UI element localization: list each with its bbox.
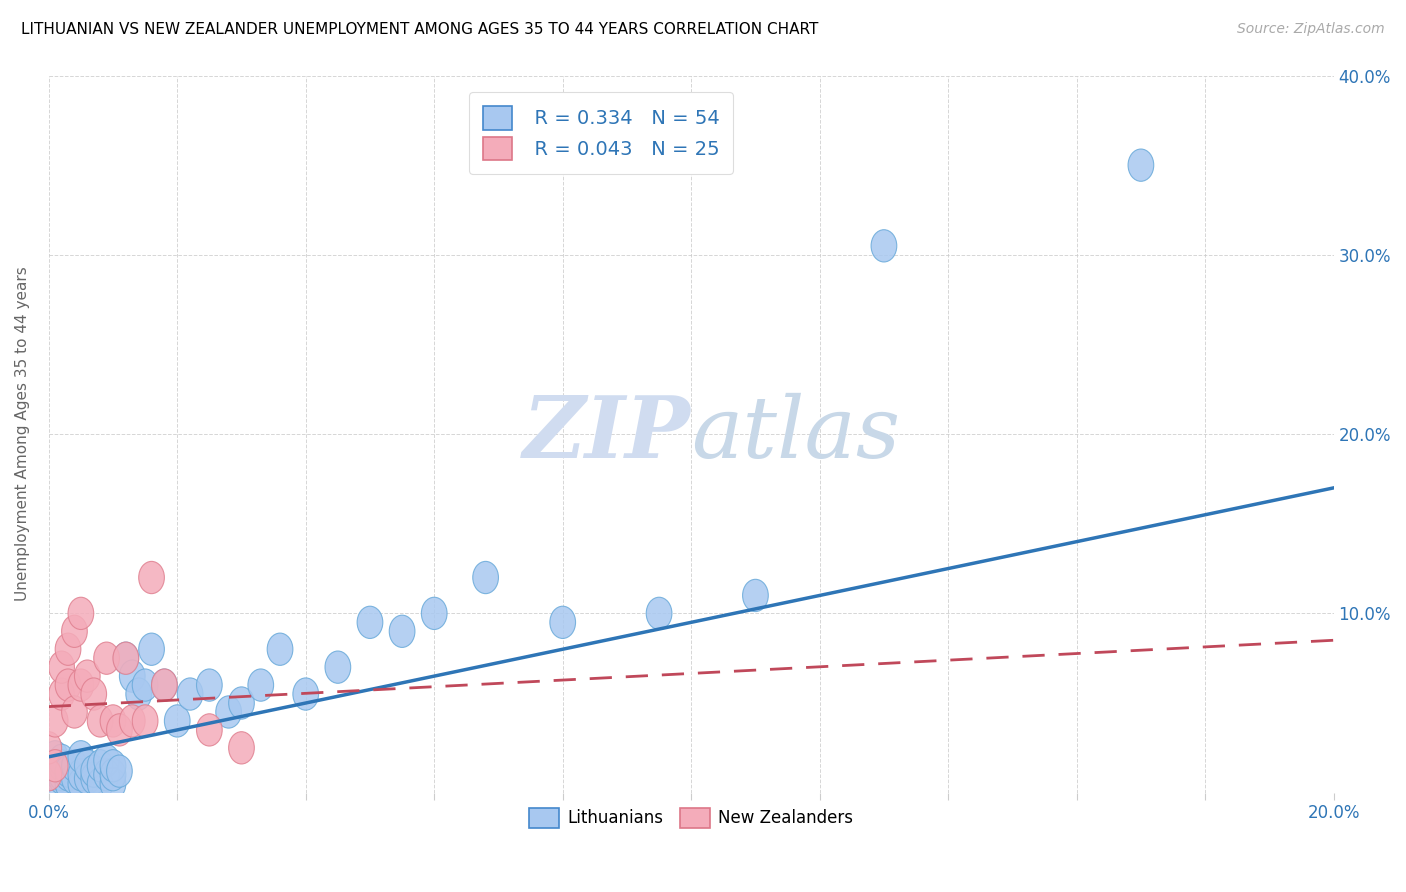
Ellipse shape (87, 705, 112, 737)
Ellipse shape (94, 758, 120, 791)
Ellipse shape (87, 767, 112, 800)
Ellipse shape (67, 740, 94, 773)
Ellipse shape (550, 607, 575, 639)
Ellipse shape (152, 669, 177, 701)
Ellipse shape (87, 749, 112, 782)
Ellipse shape (107, 714, 132, 746)
Ellipse shape (49, 678, 75, 710)
Ellipse shape (75, 762, 100, 795)
Legend: Lithuanians, New Zealanders: Lithuanians, New Zealanders (523, 801, 860, 835)
Ellipse shape (67, 669, 94, 701)
Ellipse shape (215, 696, 242, 728)
Ellipse shape (49, 762, 75, 795)
Ellipse shape (94, 642, 120, 674)
Ellipse shape (75, 749, 100, 782)
Text: Source: ZipAtlas.com: Source: ZipAtlas.com (1237, 22, 1385, 37)
Ellipse shape (139, 633, 165, 665)
Ellipse shape (247, 669, 274, 701)
Ellipse shape (49, 758, 75, 791)
Ellipse shape (67, 758, 94, 791)
Ellipse shape (49, 651, 75, 683)
Ellipse shape (55, 633, 82, 665)
Ellipse shape (42, 755, 67, 788)
Ellipse shape (55, 755, 82, 788)
Ellipse shape (42, 749, 67, 782)
Ellipse shape (292, 678, 319, 710)
Ellipse shape (127, 678, 152, 710)
Ellipse shape (139, 561, 165, 594)
Ellipse shape (55, 767, 82, 800)
Text: LITHUANIAN VS NEW ZEALANDER UNEMPLOYMENT AMONG AGES 35 TO 44 YEARS CORRELATION C: LITHUANIAN VS NEW ZEALANDER UNEMPLOYMENT… (21, 22, 818, 37)
Ellipse shape (647, 598, 672, 630)
Ellipse shape (42, 705, 67, 737)
Ellipse shape (132, 705, 157, 737)
Ellipse shape (62, 749, 87, 782)
Ellipse shape (472, 561, 499, 594)
Ellipse shape (229, 731, 254, 764)
Ellipse shape (37, 758, 62, 791)
Ellipse shape (37, 749, 62, 782)
Ellipse shape (357, 607, 382, 639)
Ellipse shape (42, 767, 67, 800)
Ellipse shape (100, 705, 127, 737)
Ellipse shape (112, 642, 139, 674)
Ellipse shape (197, 714, 222, 746)
Ellipse shape (82, 762, 107, 795)
Ellipse shape (37, 758, 62, 791)
Ellipse shape (62, 762, 87, 795)
Ellipse shape (267, 633, 292, 665)
Ellipse shape (112, 642, 139, 674)
Ellipse shape (37, 731, 62, 764)
Ellipse shape (67, 598, 94, 630)
Ellipse shape (62, 615, 87, 648)
Ellipse shape (872, 230, 897, 262)
Ellipse shape (132, 669, 157, 701)
Y-axis label: Unemployment Among Ages 35 to 44 years: Unemployment Among Ages 35 to 44 years (15, 267, 30, 601)
Ellipse shape (229, 687, 254, 719)
Ellipse shape (177, 678, 202, 710)
Ellipse shape (49, 749, 75, 782)
Ellipse shape (100, 767, 127, 800)
Ellipse shape (82, 755, 107, 788)
Ellipse shape (422, 598, 447, 630)
Ellipse shape (94, 744, 120, 777)
Ellipse shape (49, 744, 75, 777)
Ellipse shape (1128, 149, 1154, 181)
Ellipse shape (100, 758, 127, 791)
Ellipse shape (325, 651, 350, 683)
Ellipse shape (42, 758, 67, 791)
Ellipse shape (197, 669, 222, 701)
Ellipse shape (389, 615, 415, 648)
Ellipse shape (55, 669, 82, 701)
Text: atlas: atlas (692, 392, 900, 475)
Ellipse shape (165, 705, 190, 737)
Ellipse shape (120, 705, 145, 737)
Ellipse shape (107, 755, 132, 788)
Ellipse shape (55, 758, 82, 791)
Ellipse shape (42, 740, 67, 773)
Ellipse shape (152, 669, 177, 701)
Ellipse shape (75, 660, 100, 692)
Ellipse shape (62, 696, 87, 728)
Ellipse shape (82, 678, 107, 710)
Ellipse shape (120, 660, 145, 692)
Text: ZIP: ZIP (523, 392, 692, 475)
Ellipse shape (742, 579, 768, 612)
Ellipse shape (100, 749, 127, 782)
Ellipse shape (67, 767, 94, 800)
